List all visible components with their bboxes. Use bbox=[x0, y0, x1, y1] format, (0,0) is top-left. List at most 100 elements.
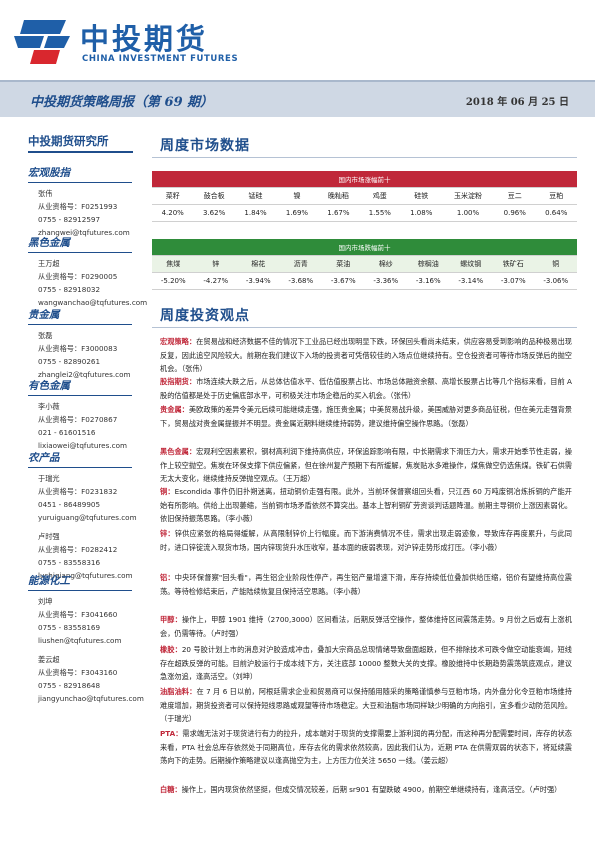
analyst-card: 于瑞光 从业资格号：F0231832 0451 - 86489905 yurui… bbox=[28, 472, 145, 524]
analyst-cert: 从业资格号：F0231832 bbox=[38, 487, 118, 496]
analyst-email[interactable]: lixiaowei@tqfutures.com bbox=[38, 441, 127, 450]
analyst-email[interactable]: lushiqiang@tqfutures.com bbox=[38, 571, 133, 580]
loser-name: 铜 bbox=[534, 255, 577, 273]
view-paragraph: 铜：Escondida 事件仍旧扑朔迷离，扭动铜价走强有限。此外，当前环保督察组… bbox=[160, 487, 572, 524]
heading-divider bbox=[152, 157, 577, 158]
gainer-value: 4.20% bbox=[152, 204, 194, 222]
gainer-name: 晚籼稻 bbox=[317, 187, 360, 205]
section-title: 贵金属 bbox=[28, 307, 132, 325]
loser-name: 棉纱 bbox=[364, 255, 407, 273]
analyst-cert: 从业资格号：F0251993 bbox=[38, 202, 118, 211]
report-date: 2018 年 06 月 25 日 bbox=[465, 97, 569, 108]
loser-name: 沥青 bbox=[279, 255, 322, 273]
gainer-name: 豆粕 bbox=[535, 187, 577, 205]
analyst-phone: 0755 - 83558316 bbox=[38, 558, 101, 567]
view-paragraph: 黑色金属：宏观利空因素累积，钢材高利润下维持高供应，环保追踪影响有限，中长期需求… bbox=[160, 447, 572, 484]
gainer-name: 豆二 bbox=[494, 187, 536, 205]
analyst-cert: 从业资格号：F3043160 bbox=[38, 668, 118, 677]
analyst-phone: 0755 - 82918032 bbox=[38, 285, 101, 294]
analyst-card: 卢时强 从业资格号：F0282412 0755 - 83558316 lushi… bbox=[28, 530, 145, 582]
sidebar-section: 有色金属 李小薇 从业资格号：F0270867 021 - 61601516 l… bbox=[28, 378, 145, 452]
gainer-name: 鼓合板 bbox=[193, 187, 235, 205]
report-header: 中投期货 CHINA INVESTMENT FUTURES bbox=[0, 0, 595, 80]
view-paragraph: 锌：锌供应紧张的格局得缓解，从高限制锌价上行幅度。而下游消费情况不佳，需求出现走… bbox=[160, 529, 572, 552]
institute-divider bbox=[28, 151, 133, 153]
loser-value: -3.07% bbox=[492, 272, 535, 290]
analyst-cert: 从业资格号：F0282412 bbox=[38, 545, 118, 554]
analyst-phone: 0755 - 82912597 bbox=[38, 215, 101, 224]
market-data-heading: 周度市场数据 bbox=[160, 138, 250, 154]
loser-name: 焦煤 bbox=[152, 255, 195, 273]
report-title: 中投期货策略周报（第 69 期） bbox=[30, 95, 214, 110]
analyst-name: 张伟 bbox=[38, 189, 53, 198]
section-title: 有色金属 bbox=[28, 378, 132, 396]
analyst-sidebar: 中投期货研究所 宏观股指 张伟 从业资格号：F0251993 0755 - 82… bbox=[0, 117, 148, 842]
analyst-email[interactable]: liushen@tqfutures.com bbox=[38, 636, 122, 645]
heading-divider bbox=[152, 327, 577, 328]
analyst-card: 张磊 从业资格号：F3000083 0755 - 82890261 zhangl… bbox=[28, 329, 145, 381]
analyst-name: 李小薇 bbox=[38, 402, 60, 411]
title-bar: 中投期货策略周报（第 69 期） 2018 年 06 月 25 日 bbox=[0, 80, 595, 117]
analyst-card: 姜云超 从业资格号：F3043160 0755 - 82918648 jiang… bbox=[28, 653, 145, 705]
analyst-cert: 从业资格号：F3000083 bbox=[38, 344, 118, 353]
analyst-name: 张磊 bbox=[38, 331, 53, 340]
loser-value: -3.06% bbox=[534, 272, 577, 290]
analyst-email[interactable]: jiangyunchao@tqfutures.com bbox=[38, 694, 144, 703]
loser-name: 棉花 bbox=[237, 255, 280, 273]
section-title: 黑色金属 bbox=[28, 235, 132, 253]
loser-value: -5.20% bbox=[152, 272, 195, 290]
gainer-value: 1.69% bbox=[276, 204, 318, 222]
analyst-email[interactable]: zhanglei2@tqfutures.com bbox=[38, 370, 131, 379]
loser-name: 锌 bbox=[194, 255, 237, 273]
gainer-name: 玉米淀粉 bbox=[441, 187, 495, 205]
loser-name: 棕榈油 bbox=[407, 255, 450, 273]
loser-value: -3.36% bbox=[364, 272, 407, 290]
analyst-name: 卢时强 bbox=[38, 532, 60, 541]
gainer-value: 1.55% bbox=[359, 204, 401, 222]
analyst-phone: 021 - 61601516 bbox=[38, 428, 96, 437]
loser-name: 菜油 bbox=[322, 255, 365, 273]
gainers-caption: 国内市场涨幅前十 bbox=[152, 171, 577, 188]
gainer-value: 0.96% bbox=[494, 204, 536, 222]
analyst-phone: 0451 - 86489905 bbox=[38, 500, 101, 509]
view-paragraph: PTA：需求端无法对于现货进行有力的拉升，成本端对于现货的支撑需要上游利润的再分… bbox=[160, 729, 572, 766]
gainer-name: 鸡蛋 bbox=[359, 187, 401, 205]
analyst-cert: 从业资格号：F3041660 bbox=[38, 610, 118, 619]
brand-name-en: CHINA INVESTMENT FUTURES bbox=[82, 54, 239, 64]
analyst-card: 王万超 从业资格号：F0290005 0755 - 82918032 wangw… bbox=[28, 257, 148, 309]
analyst-card: 李小薇 从业资格号：F0270867 021 - 61601516 lixiao… bbox=[28, 400, 145, 452]
analyst-name: 于瑞光 bbox=[38, 474, 60, 483]
gainer-value: 1.67% bbox=[317, 204, 360, 222]
analyst-email[interactable]: yuruiguang@tqfutures.com bbox=[38, 513, 137, 522]
loser-value: -3.14% bbox=[449, 272, 492, 290]
analyst-email[interactable]: zhangwei@tqfutures.com bbox=[38, 228, 130, 237]
institute-name: 中投期货研究所 bbox=[28, 134, 109, 148]
analyst-cert: 从业资格号：F0270867 bbox=[38, 415, 118, 424]
view-paragraph: 白糖：操作上，国内现货依然坚挺，但成交情况较差，后期 sr901 有望跌破 49… bbox=[160, 785, 562, 794]
analyst-name: 刘坤 bbox=[38, 597, 53, 606]
loser-value: -3.94% bbox=[237, 272, 280, 290]
section-title: 能源化工 bbox=[28, 573, 132, 591]
losers-caption: 国内市场跌幅前十 bbox=[152, 239, 577, 256]
view-paragraph: 宏观策略：在贸易战和经济数据不佳的情况下工业品已经出现明显下跌，环保回头看尚未结… bbox=[160, 337, 572, 374]
gainer-name: 镍 bbox=[276, 187, 318, 205]
analyst-phone: 0755 - 82918648 bbox=[38, 681, 101, 690]
loser-value: -3.67% bbox=[322, 272, 365, 290]
analyst-cert: 从业资格号：F0290005 bbox=[38, 272, 118, 281]
sidebar-section: 能源化工 刘坤 从业资格号：F3041660 0755 - 83558169 l… bbox=[28, 573, 145, 705]
sidebar-section: 农产品 于瑞光 从业资格号：F0231832 0451 - 86489905 y… bbox=[28, 450, 145, 582]
view-paragraph: 贵金属：美欧政策的差异令美元后续可能继续走强，施压贵金属；中美贸易战升级，美国威… bbox=[160, 405, 572, 428]
section-title: 宏观股指 bbox=[28, 165, 132, 183]
analyst-email[interactable]: wangwanchao@tqfutures.com bbox=[38, 298, 148, 307]
gainer-name: 硅铁 bbox=[400, 187, 442, 205]
loser-name: 螺纹钢 bbox=[449, 255, 492, 273]
section-title: 农产品 bbox=[28, 450, 132, 468]
gainer-value: 1.84% bbox=[234, 204, 277, 222]
sidebar-section: 贵金属 张磊 从业资格号：F3000083 0755 - 82890261 zh… bbox=[28, 307, 145, 381]
gainer-value: 0.64% bbox=[535, 204, 577, 222]
gainers-table: 国内市场涨幅前十 菜籽 鼓合板 锰硅 镍 晚籼稻 鸡蛋 硅铁 玉米淀粉 豆二 豆… bbox=[152, 171, 577, 222]
company-logo-icon bbox=[14, 20, 70, 64]
analyst-card: 刘坤 从业资格号：F3041660 0755 - 83558169 liushe… bbox=[28, 595, 145, 647]
view-paragraph: 橡胶：20 号胶计划上市的消息对沪胶造成冲击，叠加大宗商品总现情绪导致盘面超跌，… bbox=[160, 645, 572, 682]
analyst-card: 张伟 从业资格号：F0251993 0755 - 82912597 zhangw… bbox=[28, 187, 145, 239]
